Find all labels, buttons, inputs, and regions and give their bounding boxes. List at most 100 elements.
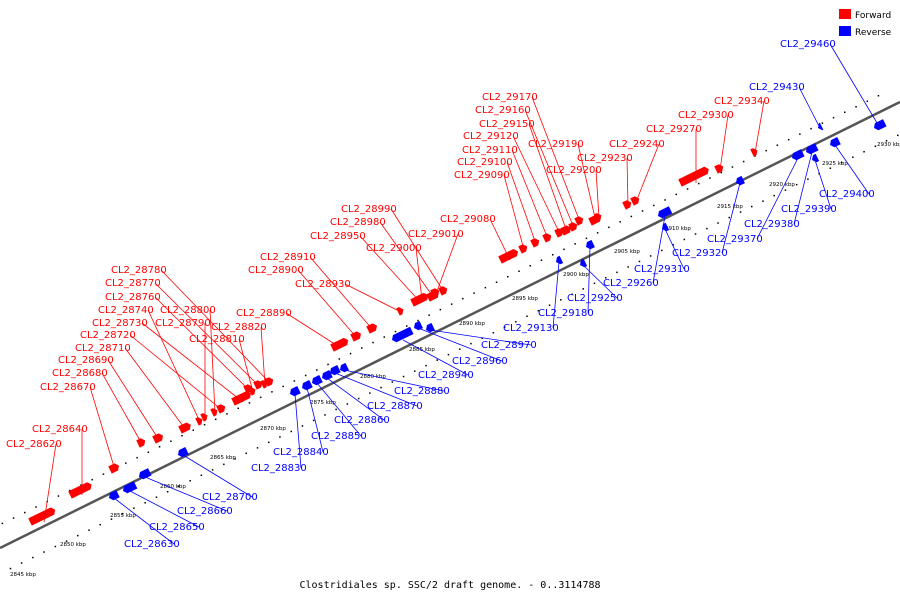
gene-label-cl2-29150[interactable]: CL2_29150 [479, 119, 535, 130]
gene-glyph-cl2-29110[interactable] [542, 232, 553, 243]
gene-glyph-cl2-29460[interactable] [872, 119, 887, 131]
gene-glyph-cl2-29270[interactable] [678, 165, 710, 187]
gene-label-cl2-28740[interactable]: CL2_28740 [98, 305, 154, 316]
gene-glyph-cl2-29260[interactable] [656, 206, 673, 219]
gene-label-cl2-28990[interactable]: CL2_28990 [341, 204, 397, 215]
gene-label-cl2-28680[interactable]: CL2_28680 [52, 368, 108, 379]
gene-label-cl2-29100[interactable]: CL2_29100 [457, 157, 513, 168]
gene-glyph-cl2-28720[interactable] [216, 403, 227, 414]
gene-label-cl2-28690[interactable]: CL2_28690 [58, 355, 114, 366]
gene-glyph-cl2-28680[interactable] [136, 437, 147, 448]
gene-glyph-cl2-28690[interactable] [152, 432, 164, 444]
gene-label-cl2-29270[interactable]: CL2_29270 [646, 124, 702, 135]
gene-glyph-cl2-28960[interactable] [412, 320, 423, 332]
gene-label-cl2-28860[interactable]: CL2_28860 [334, 415, 390, 426]
gene-glyph-cl2-28910[interactable] [366, 322, 378, 334]
gene-label-cl2-28890[interactable]: CL2_28890 [236, 308, 292, 319]
gene-label-cl2-28760[interactable]: CL2_28760 [105, 292, 161, 303]
gene-glyph-cl2-28880[interactable] [338, 362, 349, 374]
gene-label-cl2-28670[interactable]: CL2_28670 [40, 382, 96, 393]
gene-glyph-cl2-29310[interactable] [660, 222, 670, 233]
gene-label-cl2-28830[interactable]: CL2_28830 [251, 463, 307, 474]
gene-label-cl2-29080[interactable]: CL2_29080 [440, 214, 496, 225]
gene-label-cl2-28640[interactable]: CL2_28640 [32, 424, 88, 435]
gene-label-cl2-29340[interactable]: CL2_29340 [714, 96, 770, 107]
gene-label-cl2-28870[interactable]: CL2_28870 [367, 401, 423, 412]
gene-glyph-cl2-28800[interactable] [210, 407, 219, 417]
gene-glyph-cl2-28940[interactable] [390, 326, 414, 344]
gene-label-cl2-28710[interactable]: CL2_28710 [75, 343, 131, 354]
gene-label-cl2-28730[interactable]: CL2_28730 [92, 318, 148, 329]
gene-label-cl2-29000[interactable]: CL2_29000 [366, 243, 422, 254]
gene-label-cl2-28970[interactable]: CL2_28970 [481, 340, 537, 351]
gene-label-cl2-29160[interactable]: CL2_29160 [475, 105, 531, 116]
gene-glyph-cl2-29080[interactable] [498, 248, 519, 264]
gene-label-cl2-29190[interactable]: CL2_29190 [528, 139, 584, 150]
gene-label-cl2-28790[interactable]: CL2_28790 [155, 318, 211, 329]
gene-label-cl2-28980[interactable]: CL2_28980 [330, 217, 386, 228]
gene-glyph-cl2-28830[interactable] [288, 386, 301, 398]
gene-label-cl2-28720[interactable]: CL2_28720 [80, 330, 136, 341]
gene-label-cl2-28900[interactable]: CL2_28900 [248, 265, 304, 276]
gene-label-cl2-28910[interactable]: CL2_28910 [260, 252, 316, 263]
gene-glyph-cl2-28850[interactable] [310, 375, 323, 387]
gene-label-cl2-28770[interactable]: CL2_28770 [105, 278, 161, 289]
gene-label-cl2-29130[interactable]: CL2_29130 [503, 323, 559, 334]
gene-label-cl2-29250[interactable]: CL2_29250 [567, 293, 623, 304]
gene-glyph-cl2-29430[interactable] [816, 122, 824, 132]
gene-glyph-cl2-29180[interactable] [584, 239, 595, 251]
gene-glyph-cl2-28840[interactable] [300, 380, 313, 392]
gene-glyph-cl2-28810[interactable] [248, 386, 257, 396]
gene-label-cl2-29110[interactable]: CL2_29110 [462, 145, 518, 156]
gene-label-cl2-28930[interactable]: CL2_28930 [295, 279, 351, 290]
gene-glyph-cl2-28700[interactable] [176, 447, 189, 459]
gene-glyph-cl2-29100[interactable] [530, 237, 541, 248]
gene-glyph-cl2-29230[interactable] [622, 199, 633, 210]
gene-label-cl2-29430[interactable]: CL2_29430 [749, 82, 805, 93]
gene-glyph-cl2-28670[interactable] [108, 462, 120, 474]
gene-label-cl2-29230[interactable]: CL2_29230 [577, 153, 633, 164]
gene-glyph-cl2-28740[interactable] [195, 416, 204, 426]
gene-label-cl2-28660[interactable]: CL2_28660 [177, 506, 233, 517]
gene-glyph-cl2-29380[interactable] [804, 143, 819, 155]
gene-label-cl2-28620[interactable]: CL2_28620 [6, 439, 62, 450]
gene-glyph-cl2-29090[interactable] [518, 243, 529, 254]
gene-label-cl2-29310[interactable]: CL2_29310 [634, 264, 690, 275]
gene-label-cl2-28810[interactable]: CL2_28810 [189, 334, 245, 345]
gene-label-cl2-29300[interactable]: CL2_29300 [678, 110, 734, 121]
gene-glyph-cl2-29340[interactable] [750, 147, 759, 157]
gene-label-cl2-29320[interactable]: CL2_29320 [672, 248, 728, 259]
gene-glyph-cl2-29370[interactable] [790, 149, 805, 161]
gene-label-cl2-28820[interactable]: CL2_28820 [211, 322, 267, 333]
gene-glyph-cl2-28860[interactable] [320, 370, 333, 382]
gene-label-cl2-29260[interactable]: CL2_29260 [603, 278, 659, 289]
gene-label-cl2-29370[interactable]: CL2_29370 [707, 234, 763, 245]
gene-label-cl2-29180[interactable]: CL2_29180 [538, 308, 594, 319]
gene-label-cl2-28950[interactable]: CL2_28950 [310, 231, 366, 242]
gene-glyph-cl2-29200[interactable] [594, 212, 603, 222]
gene-glyph-cl2-28900[interactable] [350, 330, 362, 342]
gene-label-cl2-28850[interactable]: CL2_28850 [311, 431, 367, 442]
gene-glyph-cl2-28780[interactable] [264, 376, 275, 387]
gene-glyph-cl2-28770[interactable] [253, 379, 264, 390]
gene-label-cl2-28840[interactable]: CL2_28840 [273, 447, 329, 458]
gene-glyph-cl2-28970[interactable] [424, 322, 435, 334]
gene-label-cl2-29120[interactable]: CL2_29120 [463, 131, 519, 142]
gene-label-cl2-28880[interactable]: CL2_28880 [394, 386, 450, 397]
gene-glyph-cl2-29240[interactable] [630, 195, 641, 206]
gene-label-cl2-28940[interactable]: CL2_28940 [418, 370, 474, 381]
gene-label-cl2-29400[interactable]: CL2_29400 [819, 189, 875, 200]
gene-glyph-cl2-28890[interactable] [330, 337, 350, 352]
gene-glyph-cl2-28710[interactable] [178, 421, 192, 434]
gene-glyph-cl2-28870[interactable] [328, 365, 341, 377]
gene-label-cl2-28780[interactable]: CL2_28780 [111, 265, 167, 276]
gene-label-cl2-28630[interactable]: CL2_28630 [124, 539, 180, 550]
gene-glyph-cl2-29320[interactable] [734, 175, 745, 187]
gene-label-cl2-29380[interactable]: CL2_29380 [744, 219, 800, 230]
gene-label-cl2-28800[interactable]: CL2_28800 [160, 305, 216, 316]
gene-label-cl2-29200[interactable]: CL2_29200 [546, 165, 602, 176]
gene-label-cl2-29090[interactable]: CL2_29090 [454, 170, 510, 181]
gene-glyph-cl2-29120[interactable] [554, 227, 565, 238]
gene-glyph-cl2-28730[interactable] [231, 390, 252, 406]
gene-label-cl2-29390[interactable]: CL2_29390 [781, 204, 837, 215]
